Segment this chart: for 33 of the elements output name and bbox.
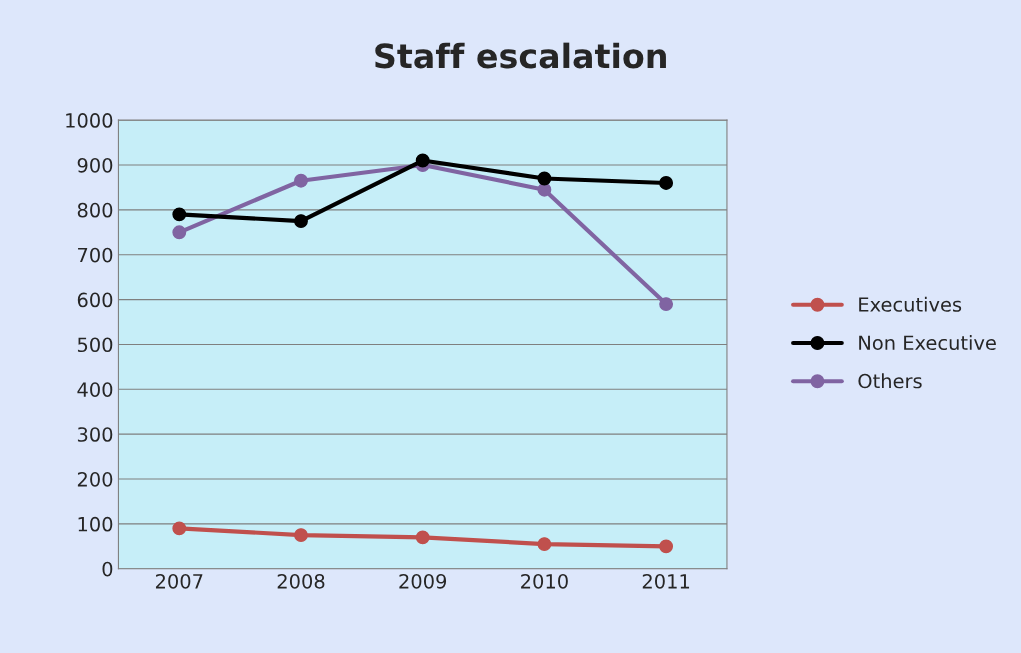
point: [172, 521, 187, 536]
point: [415, 530, 430, 545]
y-tick-label: 400: [77, 382, 113, 397]
point: [294, 173, 308, 188]
y-tick-label: 100: [78, 516, 113, 532]
x-tick-label: 2010: [521, 573, 568, 589]
x-tick-label: 2007: [155, 573, 203, 589]
y-tick-label: 700: [78, 247, 113, 263]
point: [415, 153, 430, 168]
y-tick-label: 500: [77, 337, 113, 353]
point: [537, 171, 552, 186]
point: [294, 528, 308, 543]
y-tick-label: 1000: [66, 113, 113, 128]
y-tick-label: 800: [77, 202, 113, 218]
point: [172, 207, 187, 222]
y-tick-label: 0: [102, 561, 113, 577]
legend-label: Others: [858, 373, 922, 389]
point: [659, 176, 674, 190]
x-tick-label: 2008: [277, 573, 325, 589]
x-tick-label: 2009: [399, 573, 447, 589]
point: [537, 537, 552, 552]
point: [659, 297, 674, 312]
y-tick-label: 900: [77, 157, 113, 173]
chart-title: Staff escalation: [375, 42, 666, 69]
y-tick-label: 300: [77, 427, 113, 442]
point: [172, 225, 187, 240]
point: [294, 214, 308, 229]
legend-label: Executives: [859, 296, 962, 312]
y-tick-label: 200: [77, 472, 113, 487]
x-tick-label: 2011: [642, 573, 690, 589]
y-tick-label: 600: [77, 292, 113, 308]
point: [659, 539, 674, 554]
legend-label: Non Executive: [859, 335, 996, 351]
